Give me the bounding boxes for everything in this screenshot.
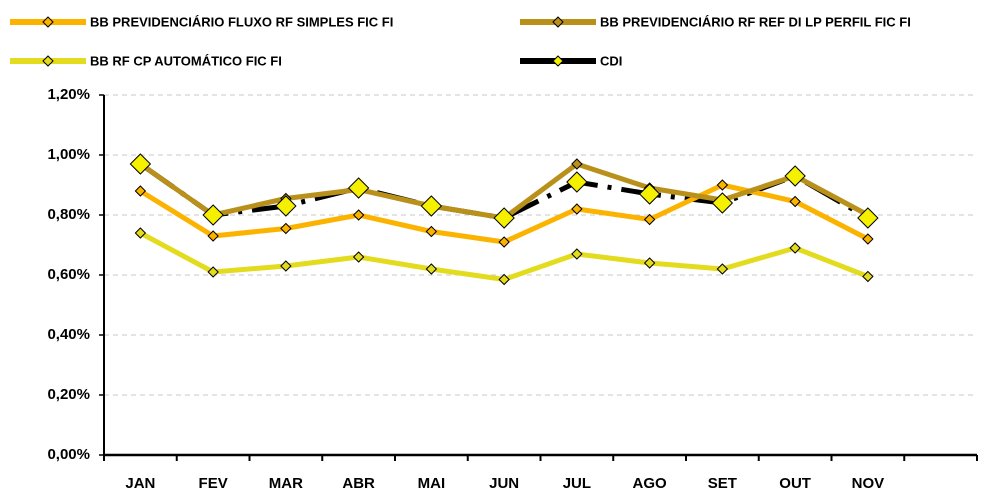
x-tick-label: FEV: [199, 475, 228, 492]
marker: [207, 230, 219, 242]
legend-marker: [552, 16, 564, 28]
legend-item: BB PREVIDENCIÁRIO FLUXO RF SIMPLES FIC F…: [10, 14, 393, 29]
marker: [716, 263, 729, 275]
y-tick-label: 0,40%: [47, 326, 90, 343]
x-tick-label: MAI: [418, 475, 446, 492]
marker: [134, 185, 147, 197]
marker: [711, 192, 734, 214]
x-tick-label: JAN: [125, 475, 155, 492]
legend-item: CDI: [520, 53, 622, 68]
legend-item: BB RF CP AUTOMÁTICO FIC FI: [10, 53, 282, 68]
marker: [493, 207, 515, 229]
marker: [202, 204, 224, 226]
marker: [566, 171, 588, 193]
marker: [347, 177, 370, 199]
x-tick-label: ABR: [342, 475, 375, 492]
x-tick-label: JUN: [489, 475, 519, 492]
marker: [643, 257, 656, 269]
marker: [862, 233, 874, 245]
marker: [275, 195, 297, 217]
marker: [789, 195, 801, 208]
marker: [638, 183, 661, 205]
legend-marker: [552, 55, 564, 67]
marker: [498, 273, 510, 286]
marker: [352, 209, 365, 221]
x-tick-label: AGO: [633, 475, 668, 492]
marker: [498, 236, 510, 248]
marker: [716, 179, 729, 191]
x-tick-label: SET: [708, 475, 737, 492]
y-tick-label: 0,00%: [47, 446, 90, 463]
marker: [789, 242, 801, 254]
legend-marker: [42, 16, 54, 28]
marker: [571, 248, 583, 260]
marker: [425, 225, 438, 238]
marker: [352, 251, 365, 263]
marker: [207, 266, 219, 278]
x-tick-label: OUT: [779, 475, 811, 492]
marker: [862, 270, 874, 283]
y-tick-label: 1,00%: [47, 146, 90, 163]
marker: [571, 158, 583, 170]
legend-item: BB PREVIDENCIÁRIO RF REF DI LP PERFIL FI…: [520, 14, 911, 29]
marker: [129, 153, 152, 175]
marker: [425, 263, 438, 275]
marker: [280, 260, 292, 272]
marker: [643, 213, 656, 226]
legend-label: BB PREVIDENCIÁRIO RF REF DI LP PERFIL FI…: [600, 14, 911, 29]
legend-marker: [42, 55, 54, 67]
marker: [280, 222, 292, 235]
x-tick-label: JUL: [563, 475, 591, 492]
x-tick-label: NOV: [852, 475, 885, 492]
legend-label: CDI: [600, 53, 622, 68]
marker: [784, 165, 806, 187]
marker: [571, 203, 583, 215]
legend-label: BB PREVIDENCIÁRIO FLUXO RF SIMPLES FIC F…: [90, 14, 393, 29]
legend-label: BB RF CP AUTOMÁTICO FIC FI: [90, 53, 282, 68]
y-tick-label: 0,20%: [47, 386, 90, 403]
y-tick-label: 1,20%: [47, 86, 90, 103]
marker: [420, 195, 443, 217]
x-tick-label: MAR: [269, 475, 303, 492]
y-tick-label: 0,80%: [47, 206, 90, 223]
marker: [857, 207, 879, 229]
marker: [134, 227, 147, 239]
y-tick-label: 0,60%: [47, 266, 90, 283]
